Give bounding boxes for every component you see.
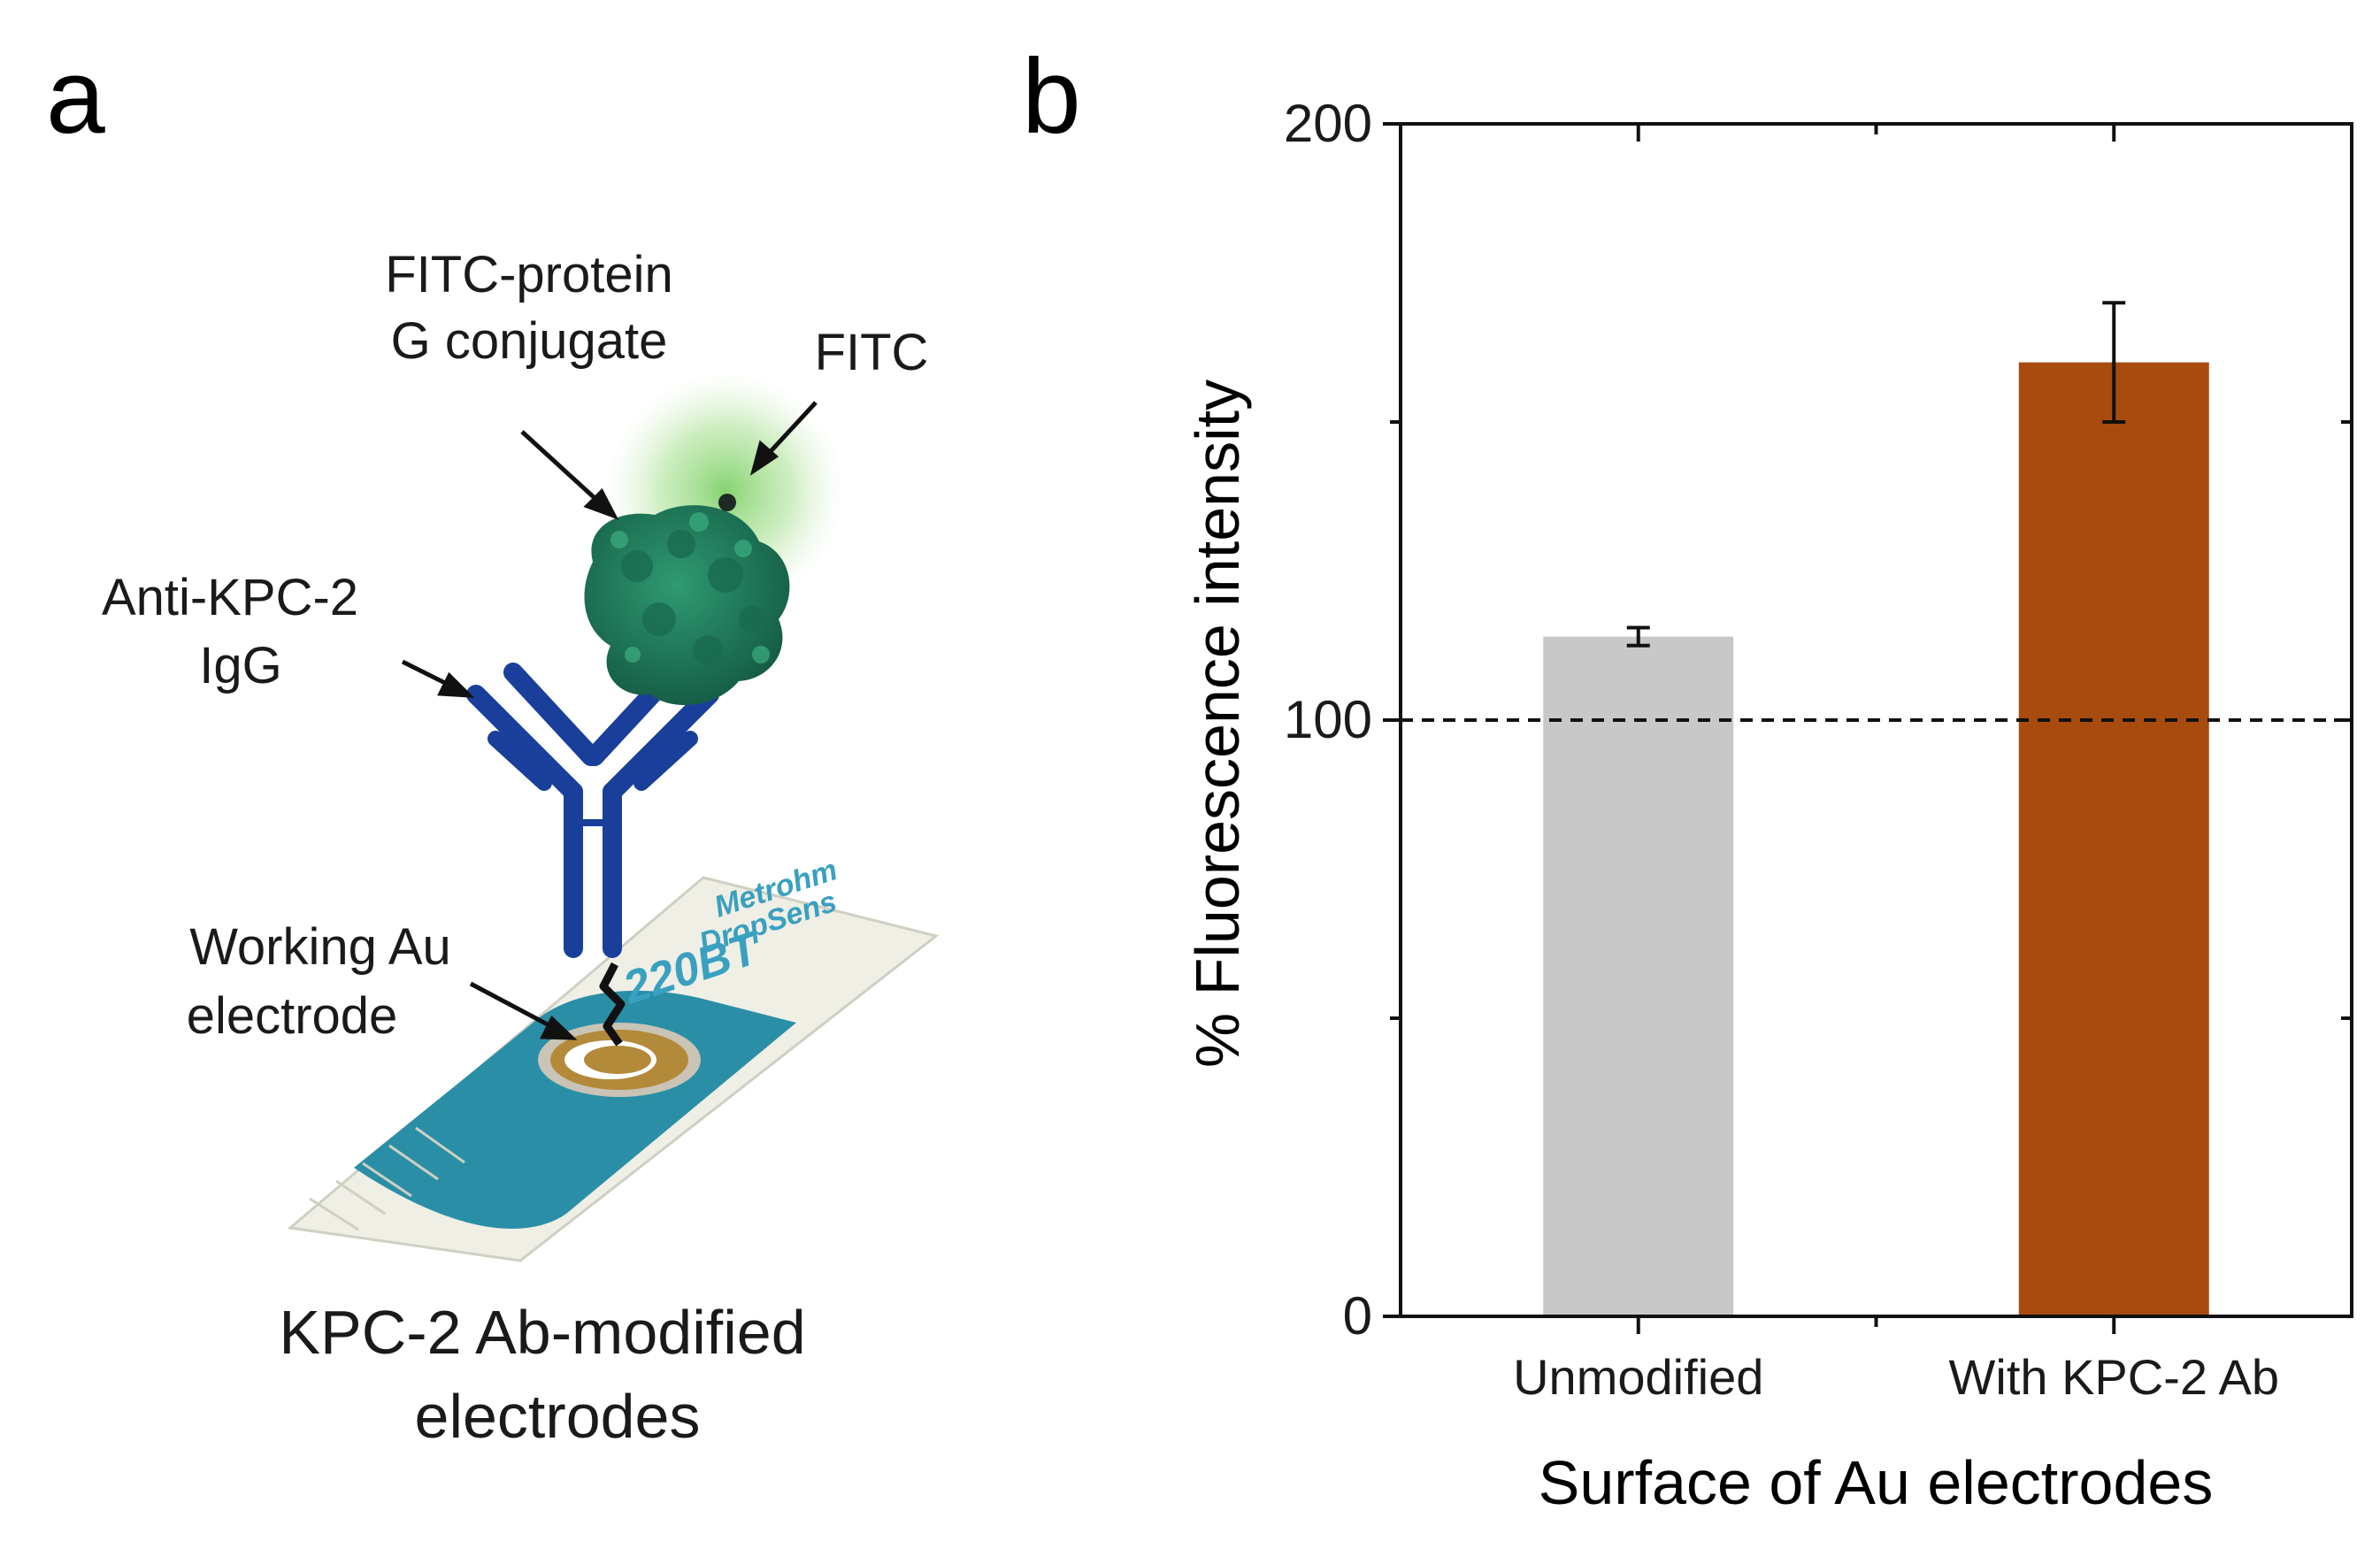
fitc-label: FITC <box>815 324 929 381</box>
strip-contacts <box>309 1126 465 1231</box>
panel-b-letter: b <box>1022 37 1081 156</box>
working-label-line1: Working Au <box>189 918 451 976</box>
anti-kpc-label-line2: IgG <box>199 637 282 694</box>
x-tick-label-0: Unmodified <box>1513 1349 1763 1405</box>
y-tick-label-0: 0 <box>1343 1286 1372 1346</box>
antibody-icon <box>466 663 719 958</box>
working-electrode <box>538 1023 701 1097</box>
bar-with-kpc-2-ab <box>2018 362 2209 1317</box>
y-axis-label: % Fluorescence intensity <box>1183 380 1252 1068</box>
fitc-dot <box>718 494 736 511</box>
y-tick-label-200: 200 <box>1284 94 1372 153</box>
bar-chart: 0 100 200 Unmodified With KPC-2 Ab <box>1284 94 2353 1405</box>
electrode-strip: Metrohm DropSens 220BT <box>287 853 940 1262</box>
x-tick-label-1: With KPC-2 Ab <box>1949 1349 2279 1405</box>
fitc-protein-label-line2: G conjugate <box>391 312 668 370</box>
panel-a-caption: KPC-2 Ab-modified electrodes <box>279 1298 805 1451</box>
panel-a: a Metrohm <box>46 37 940 1451</box>
x-axis-label: Surface of Au electrodes <box>1539 1448 2214 1517</box>
linker-chain <box>599 962 626 1047</box>
panel-a-labels: FITC-protein G conjugate FITC Anti-KPC-2… <box>102 246 928 1045</box>
caption-line2: electrodes <box>415 1382 701 1451</box>
panel-b: b 0 100 200 Unmodified With KPC-2 Ab % Fluor… <box>1022 37 2353 1517</box>
anti-kpc-label-line1: Anti-KPC-2 <box>102 569 358 626</box>
protein-g-icon <box>584 494 790 705</box>
caption-line1: KPC-2 Ab-modified <box>279 1298 805 1367</box>
working-label-line2: electrode <box>187 987 398 1045</box>
label-arrows <box>401 401 818 1040</box>
bar-unmodified <box>1543 636 1734 1316</box>
y-tick-label-100: 100 <box>1284 690 1372 749</box>
fitc-protein-label-line1: FITC-protein <box>385 246 673 303</box>
panel-a-letter: a <box>46 37 105 156</box>
